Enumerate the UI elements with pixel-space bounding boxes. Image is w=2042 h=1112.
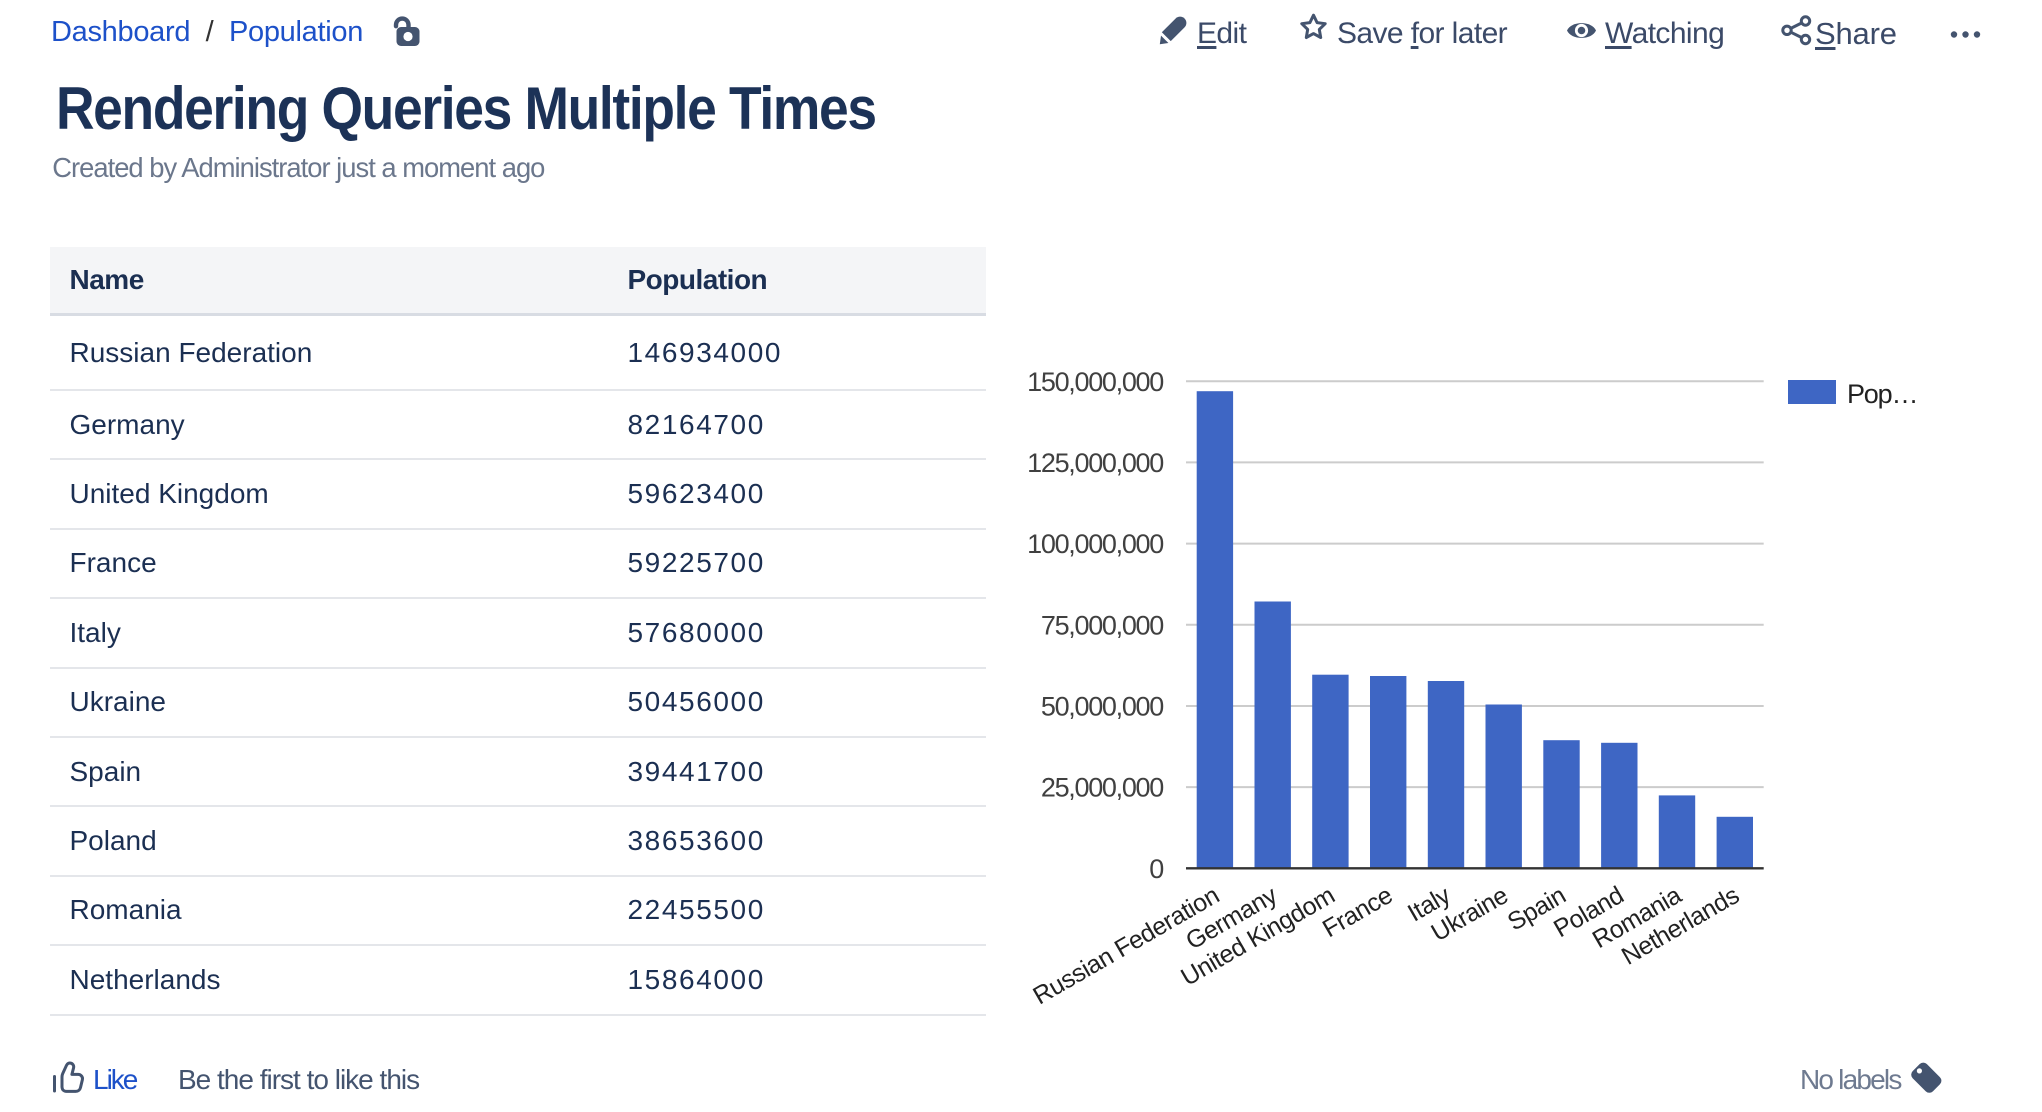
svg-text:125,000,000: 125,000,000 [1027, 448, 1163, 478]
svg-text:25,000,000: 25,000,000 [1041, 773, 1163, 803]
svg-text:50,000,000: 50,000,000 [1041, 692, 1163, 722]
svg-text:0: 0 [1149, 854, 1163, 884]
svg-text:100,000,000: 100,000,000 [1027, 529, 1163, 559]
svg-text:Pop…: Pop… [1847, 379, 1917, 409]
svg-text:75,000,000: 75,000,000 [1041, 610, 1163, 640]
svg-text:150,000,000: 150,000,000 [1027, 367, 1163, 397]
